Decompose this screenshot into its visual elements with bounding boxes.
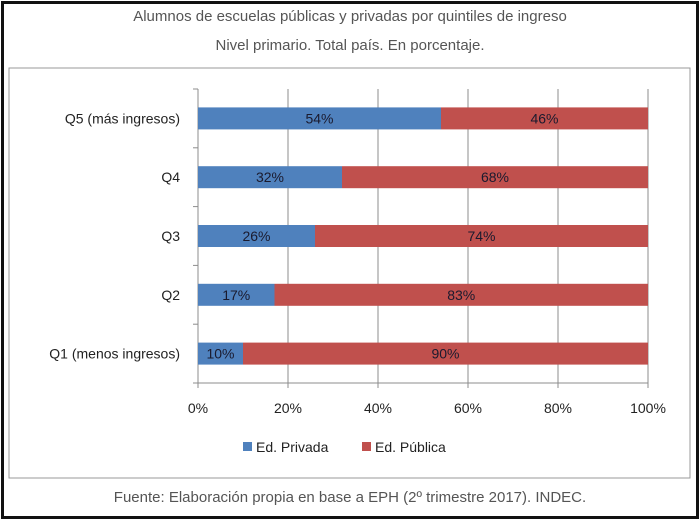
bar-publica xyxy=(441,107,648,130)
y-tick-label: Q4 xyxy=(161,169,180,185)
x-tick-label: 80% xyxy=(544,400,572,416)
bar-publica xyxy=(243,342,648,365)
bar-publica xyxy=(274,283,648,306)
data-label: 32% xyxy=(256,169,284,185)
bar-privada xyxy=(198,107,441,130)
y-tick-label: Q3 xyxy=(161,228,180,244)
y-tick-label: Q2 xyxy=(161,287,180,303)
legend-swatch xyxy=(362,442,371,451)
legend-swatch xyxy=(243,442,252,451)
x-tick-label: 20% xyxy=(274,400,302,416)
chart-source: Fuente: Elaboración propia en base a EPH… xyxy=(113,489,587,506)
bar-privada xyxy=(198,225,315,247)
bar-privada xyxy=(198,166,342,189)
chart-title: Alumnos de escuelas públicas y privadas … xyxy=(133,8,567,25)
x-tick-label: 40% xyxy=(364,400,392,416)
data-label: 26% xyxy=(242,228,270,244)
data-label: 46% xyxy=(530,110,558,126)
legend-label: Ed. Pública xyxy=(375,439,446,455)
data-label: 10% xyxy=(206,346,234,362)
bar-privada xyxy=(198,283,275,306)
y-tick-label: Q1 (menos ingresos) xyxy=(49,346,180,362)
data-label: 17% xyxy=(222,287,250,303)
data-label: 90% xyxy=(431,346,459,362)
bar-publica xyxy=(342,166,648,189)
plot-box xyxy=(8,67,691,479)
bar-publica xyxy=(315,225,648,247)
data-label: 68% xyxy=(481,169,509,185)
legend-label: Ed. Privada xyxy=(256,439,329,455)
data-label: 74% xyxy=(467,228,495,244)
data-label: 54% xyxy=(305,110,333,126)
bar-privada xyxy=(198,342,243,365)
x-tick-label: 100% xyxy=(630,400,666,416)
x-tick-label: 60% xyxy=(454,400,482,416)
chart-subtitle: Nivel primario. Total país. En porcentaj… xyxy=(215,37,485,54)
x-tick-label: 0% xyxy=(188,400,208,416)
y-tick-label: Q5 (más ingresos) xyxy=(65,110,180,126)
data-label: 83% xyxy=(447,287,475,303)
